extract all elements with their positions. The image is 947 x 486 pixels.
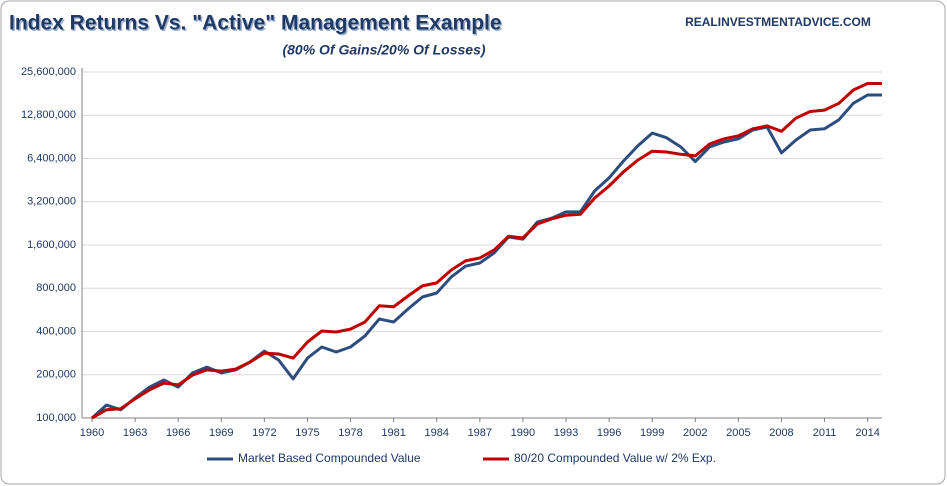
y-tick-label: 6,400,000 xyxy=(27,152,76,164)
y-tick-label: 400,000 xyxy=(36,325,76,337)
y-tick-label: 1,600,000 xyxy=(27,239,76,251)
series-line xyxy=(91,82,882,420)
x-tick-label: 1966 xyxy=(166,427,190,439)
x-tick-label: 1993 xyxy=(554,427,578,439)
chart-title: Index Returns Vs. "Active" Management Ex… xyxy=(9,12,502,35)
chart-subtitle: (80% Of Gains/20% Of Losses) xyxy=(282,42,485,58)
x-tick-label: 2008 xyxy=(769,427,793,439)
y-tick-label: 25,600,000 xyxy=(21,66,76,78)
x-tick-label: 1990 xyxy=(511,427,535,439)
source-label: REALINVESTMENTADVICE.COM xyxy=(685,15,871,29)
x-tick-label: 2002 xyxy=(683,427,707,439)
x-tick-label: 1981 xyxy=(381,427,405,439)
x-tick-label: 2011 xyxy=(813,427,837,439)
x-tick-label: 2005 xyxy=(726,427,750,439)
x-tick-label: 1969 xyxy=(209,427,233,439)
y-tick-label: 100,000 xyxy=(36,412,76,424)
x-tick-label: 1972 xyxy=(252,427,276,439)
x-tick-label: 1996 xyxy=(597,427,621,439)
legend-label: 80/20 Compounded Value w/ 2% Exp. xyxy=(514,451,716,465)
y-tick-label: 200,000 xyxy=(36,369,76,381)
x-tick-label: 1963 xyxy=(123,427,147,439)
x-tick-label: 1984 xyxy=(424,427,448,439)
x-tick-label: 1978 xyxy=(338,427,362,439)
y-tick-label: 12,800,000 xyxy=(21,109,76,121)
x-tick-label: 1999 xyxy=(640,427,664,439)
y-tick-label: 800,000 xyxy=(36,282,76,294)
x-tick-label: 2014 xyxy=(855,427,879,439)
x-tick-label: 1960 xyxy=(80,427,104,439)
legend-label: Market Based Compounded Value xyxy=(238,451,421,465)
y-tick-label: 3,200,000 xyxy=(27,196,76,208)
title-shadow: Index Returns Vs. "Active" Management Ex… xyxy=(11,13,504,36)
x-tick-label: 1975 xyxy=(295,427,319,439)
x-tick-label: 1987 xyxy=(468,427,492,439)
